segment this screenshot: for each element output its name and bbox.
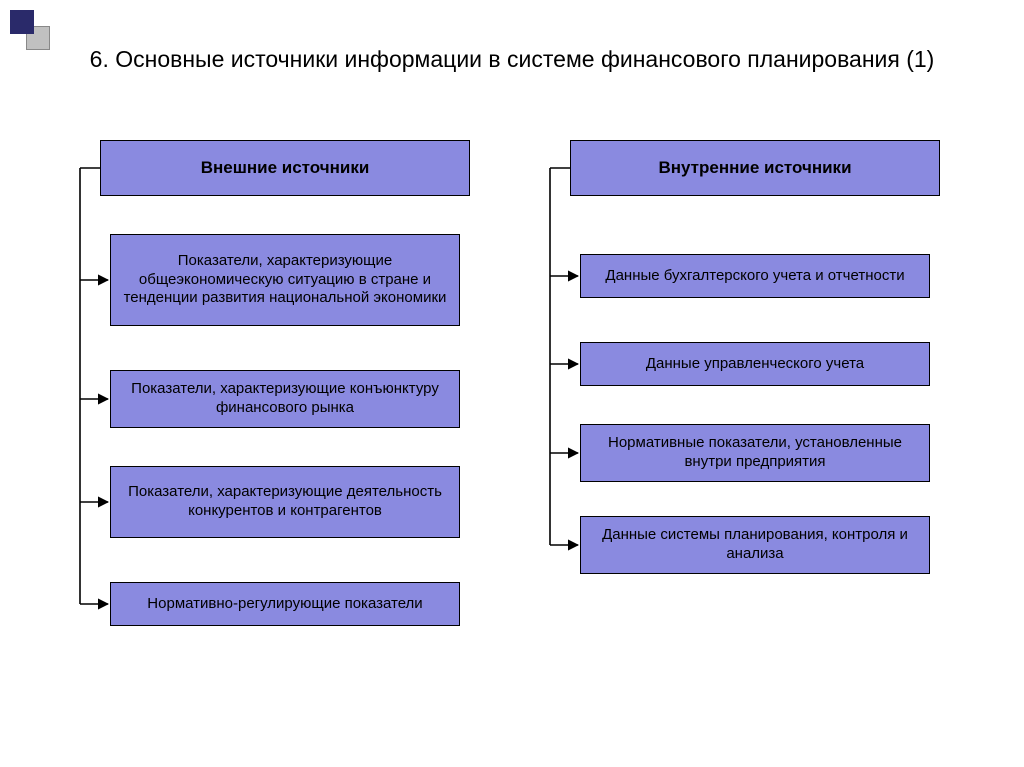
- right-connector-lines: [0, 0, 1024, 767]
